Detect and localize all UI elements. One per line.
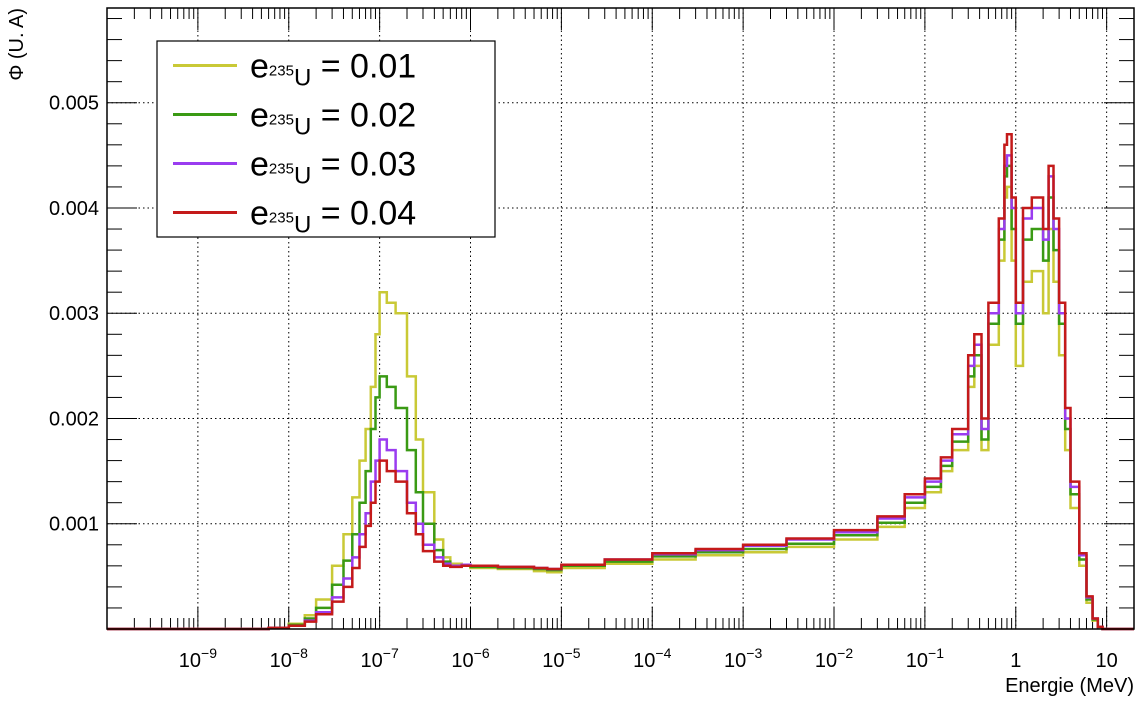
x-tick-label: 10−8 — [270, 645, 308, 672]
x-tick-labels: 10−9 10−8 10−7 10−6 10−5 10−4 10−3 10−2 10−1 1 10 — [179, 645, 1118, 672]
x-tick-base: 10 — [724, 650, 746, 672]
x-tick-exponent: −7 — [383, 645, 399, 661]
x-tick-exponent: −2 — [837, 645, 853, 661]
y-tick-label: 0.002 — [49, 408, 99, 430]
x-tick-base: 10 — [361, 650, 383, 672]
y-axis-title: Φ (U. A) — [6, 8, 28, 81]
x-tick-base: 10 — [815, 650, 837, 672]
minor-ticks — [106, 8, 1135, 629]
x-tick-label: 10−7 — [361, 645, 399, 672]
legend-label-symbol: e — [250, 146, 269, 184]
legend-label-symbol: e — [250, 195, 269, 233]
legend-label-symbol: e — [250, 97, 269, 135]
y-tick-labels: 0.001 0.002 0.003 0.004 0.005 — [49, 93, 99, 536]
legend-label: e235U = 0.01 — [250, 48, 416, 92]
x-tick-exponent: −9 — [201, 645, 217, 661]
legend-label-isotope-mass: 235 — [269, 112, 294, 129]
x-tick-base: 10 — [633, 650, 655, 672]
x-tick-exponent: −4 — [655, 645, 671, 661]
legend-label: e235U = 0.04 — [250, 195, 416, 239]
x-tick-base: 10 — [270, 650, 292, 672]
x-tick-exponent: −6 — [474, 645, 490, 661]
x-tick-exponent: −8 — [292, 645, 308, 661]
x-tick-base: 1 — [1010, 650, 1021, 672]
x-tick-base: 10 — [1096, 650, 1118, 672]
y-tick-label: 0.005 — [49, 93, 99, 115]
y-tick-label: 0.001 — [49, 514, 99, 536]
x-tick-label: 10−6 — [451, 645, 489, 672]
y-tick-label: 0.004 — [49, 198, 99, 220]
x-tick-base: 10 — [542, 650, 564, 672]
x-tick-label: 10−3 — [724, 645, 762, 672]
legend-label-value: = 0.03 — [311, 146, 416, 184]
x-tick-label: 10−4 — [633, 645, 671, 672]
legend-label: e235U = 0.03 — [250, 146, 416, 190]
legend-label-value: = 0.02 — [311, 97, 416, 135]
y-tick-label: 0.003 — [49, 303, 99, 325]
plot-frame — [106, 7, 1135, 630]
x-tick-label: 10−2 — [815, 645, 853, 672]
legend-label-element: U — [294, 65, 311, 92]
x-tick-label: 10−5 — [542, 645, 580, 672]
legend-label-value: = 0.01 — [311, 48, 416, 86]
series-line — [107, 133, 1134, 631]
legend-box — [156, 40, 496, 238]
legend-label-element: U — [294, 163, 311, 190]
x-tick-base: 10 — [906, 650, 928, 672]
legend-label-isotope-mass: 235 — [269, 63, 294, 80]
x-tick-exponent: −1 — [928, 645, 944, 661]
x-tick-exponent: −3 — [746, 645, 762, 661]
legend-label-element: U — [294, 212, 311, 239]
legend-label: e235U = 0.02 — [250, 97, 416, 141]
x-tick-label: 10 — [1096, 650, 1118, 672]
x-tick-base: 10 — [179, 650, 201, 672]
legend-label-isotope-mass: 235 — [269, 161, 294, 178]
legend-label-value: = 0.04 — [311, 195, 416, 233]
legend-label-element: U — [294, 114, 311, 141]
x-tick-label: 1 — [1010, 650, 1021, 672]
legend-label-symbol: e — [250, 48, 269, 86]
series-lines — [107, 133, 1134, 631]
x-tick-exponent: −5 — [565, 645, 581, 661]
x-tick-label: 10−1 — [906, 645, 944, 672]
x-tick-base: 10 — [451, 650, 473, 672]
x-tick-label: 10−9 — [179, 645, 217, 672]
legend-label-isotope-mass: 235 — [269, 210, 294, 227]
x-axis-title: Energie (MeV) — [1005, 675, 1134, 697]
